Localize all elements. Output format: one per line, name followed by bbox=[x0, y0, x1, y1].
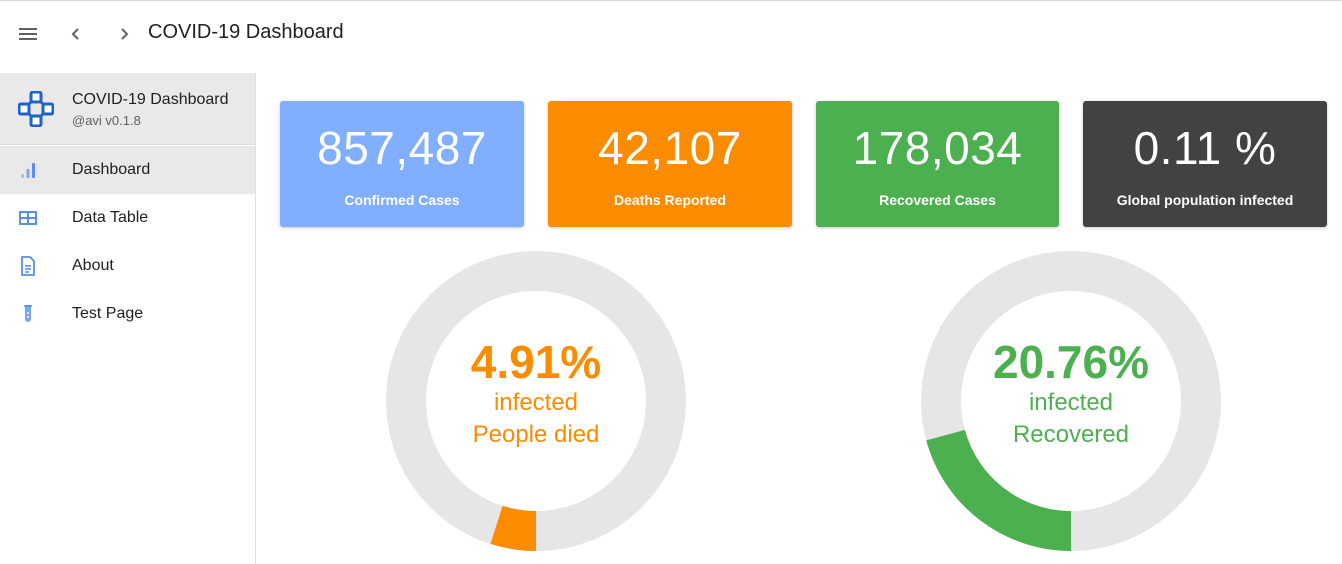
sidebar-item-about[interactable]: About bbox=[0, 242, 255, 290]
card-label: Deaths Reported bbox=[613, 192, 727, 208]
sidebar-item-test-page[interactable]: Test Page bbox=[0, 290, 255, 338]
sidebar-item-dashboard[interactable]: Dashboard bbox=[0, 146, 255, 194]
chevron-right-icon bbox=[121, 28, 129, 40]
sidebar-header: COVID-19 Dashboard @avi v0.1.8 bbox=[0, 73, 255, 145]
app-bar-title: COVID-19 Dashboard bbox=[148, 21, 344, 43]
test-tube-icon bbox=[24, 305, 32, 322]
population-infected-card: 0.11 % Global population infected bbox=[1083, 101, 1327, 227]
chevron-left-icon bbox=[71, 28, 79, 40]
menu-button[interactable] bbox=[13, 19, 43, 49]
donut-percent: 20.76% bbox=[992, 336, 1149, 388]
sidebar-item-label: Test Page bbox=[72, 305, 144, 322]
app-bar: COVID-19 Dashboard bbox=[0, 0, 1342, 66]
card-label: Confirmed Cases bbox=[344, 192, 460, 208]
donut-progress-arc bbox=[386, 251, 686, 551]
donut-subcaption: Recovered bbox=[1012, 421, 1130, 448]
deaths-reported-card: 42,107 Deaths Reported bbox=[548, 101, 792, 227]
donut-svg bbox=[386, 251, 686, 551]
sidebar-item-label: About bbox=[72, 257, 114, 274]
donut-svg bbox=[921, 251, 1221, 551]
donut-caption: infected bbox=[1028, 389, 1114, 416]
card-value: 178,034 bbox=[852, 122, 1023, 174]
recovered-cases-card: 178,034 Recovered Cases bbox=[816, 101, 1059, 227]
card-label: Global population infected bbox=[1116, 192, 1294, 208]
donut-percent: 4.91% bbox=[470, 336, 602, 388]
deaths-donut-chart: 4.91% infected People died bbox=[386, 251, 686, 551]
document-icon bbox=[21, 256, 35, 276]
card-value: 42,107 bbox=[598, 122, 742, 174]
sidebar-item-label: Dashboard bbox=[72, 161, 151, 178]
table-icon bbox=[19, 211, 37, 225]
card-value: 857,487 bbox=[317, 122, 487, 174]
card-value: 0.11 % bbox=[1133, 122, 1277, 174]
menu-icon bbox=[19, 28, 37, 40]
sidebar-item-label: Data Table bbox=[72, 209, 149, 226]
card-label: Recovered Cases bbox=[879, 192, 996, 208]
sidebar: COVID-19 Dashboard @avi v0.1.8 Dashboard… bbox=[0, 73, 256, 564]
network-icon bbox=[18, 91, 54, 127]
back-button[interactable] bbox=[61, 19, 91, 49]
recovered-donut-chart: 20.76% infected Recovered bbox=[921, 251, 1221, 551]
forward-button[interactable] bbox=[109, 19, 139, 49]
bar-chart-icon bbox=[21, 163, 35, 178]
confirmed-cases-card: 857,487 Confirmed Cases bbox=[280, 101, 524, 227]
donut-caption: infected bbox=[493, 389, 579, 416]
sidebar-item-data-table[interactable]: Data Table bbox=[0, 194, 255, 242]
sidebar-version: @avi v0.1.8 bbox=[72, 113, 141, 128]
sidebar-app-name: COVID-19 Dashboard bbox=[72, 91, 229, 108]
donut-subcaption: People died bbox=[472, 421, 600, 448]
donut-progress-arc bbox=[921, 251, 1221, 551]
